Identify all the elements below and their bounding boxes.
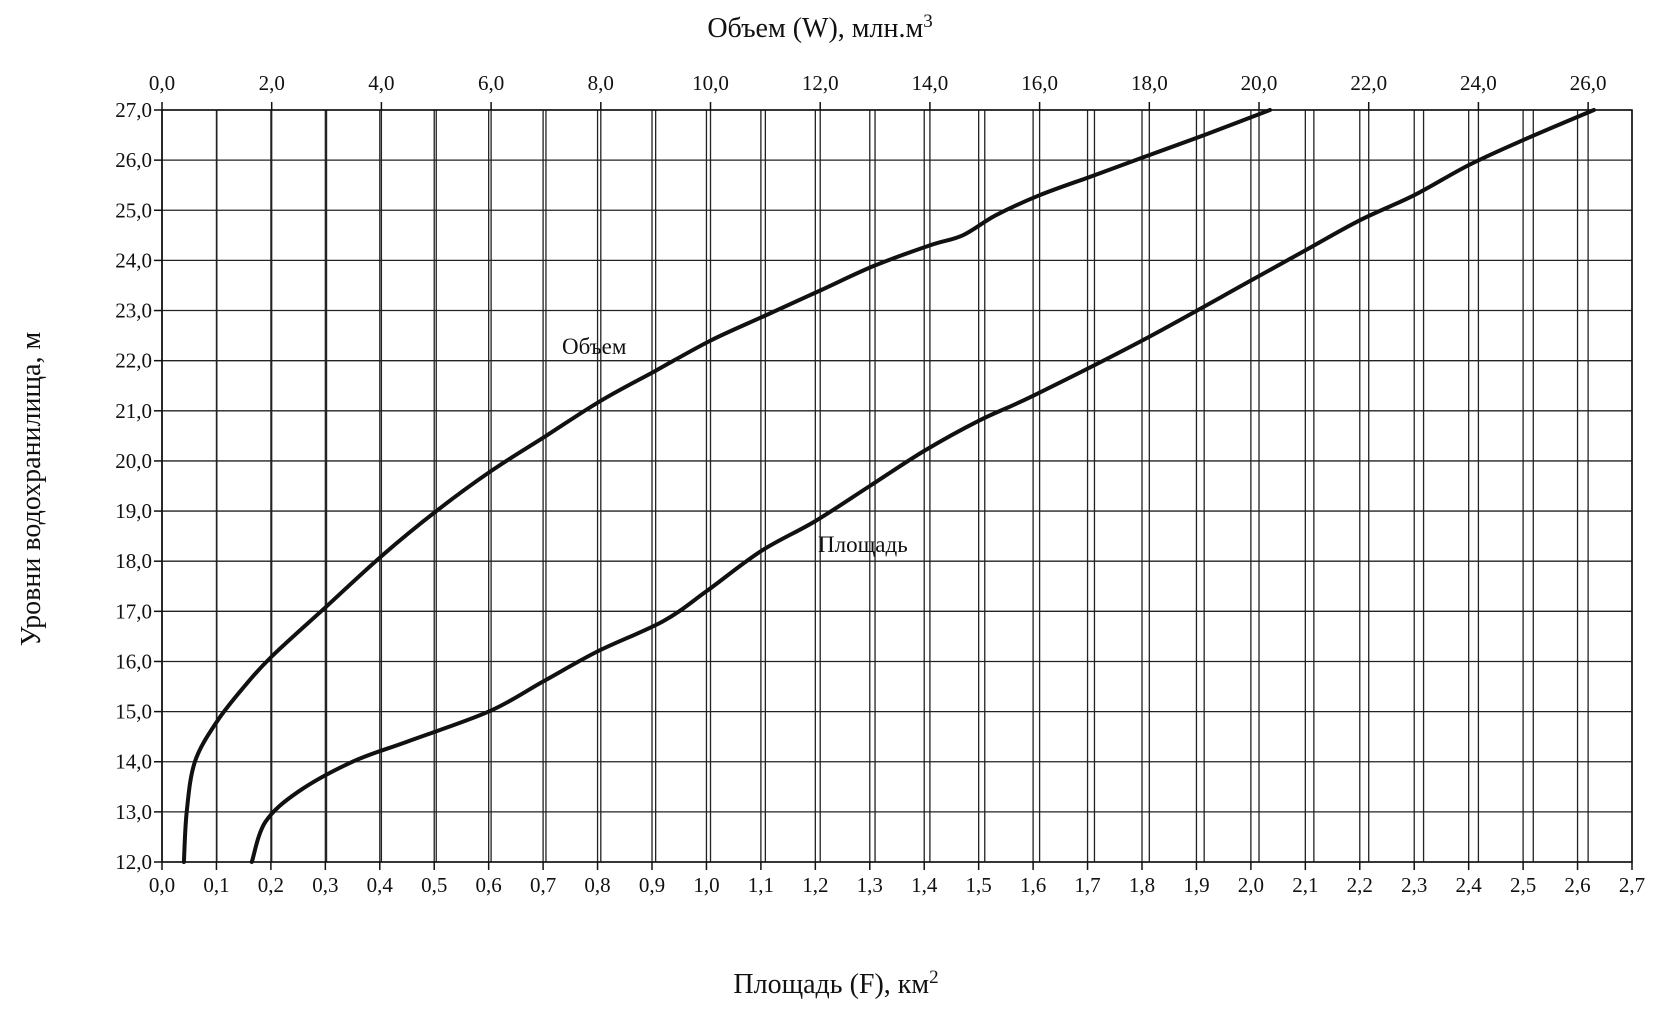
plot-frame (161, 109, 1633, 863)
left-tick-label: 13,0 (115, 800, 152, 824)
bottom-tick-label: 0,2 (258, 873, 284, 897)
bottom-tick-label: 1,1 (748, 873, 774, 897)
bottom-tick-label: 2,5 (1510, 873, 1536, 897)
bottom-axis-ticks: 0,0 0,1 0,2 0,3 0,4 0,5 0,6 0,7 0,8 0,9 1,0 1,1 1,2 1… (149, 862, 1645, 897)
left-tick-label: 27,0 (115, 98, 152, 122)
bottom-tick-label: 0,5 (421, 873, 447, 897)
bottom-tick-label: 0,9 (639, 873, 665, 897)
left-tick-label: 16,0 (115, 649, 152, 673)
area-curve (249, 108, 1596, 864)
bottom-tick-label: 1,9 (1183, 873, 1209, 897)
top-tick-label: 20,0 (1241, 71, 1278, 95)
series-label-area: Площадь (818, 532, 908, 557)
bottom-tick-label: 2,3 (1401, 873, 1427, 897)
bottom-tick-label: 1,5 (966, 873, 992, 897)
top-tick-label: 22,0 (1350, 71, 1387, 95)
left-tick-label: 14,0 (115, 750, 152, 774)
left-axis-title: Уровни водохранилища, м (16, 332, 47, 647)
bottom-tick-label: 0,0 (149, 873, 175, 897)
top-tick-label: 24,0 (1460, 71, 1497, 95)
top-tick-label: 14,0 (912, 71, 949, 95)
bottom-tick-label: 1,7 (1074, 873, 1100, 897)
bottom-tick-label: 2,2 (1347, 873, 1373, 897)
bottom-axis-title-text: Площадь (F), км (733, 969, 929, 1000)
bottom-tick-label: 2,7 (1619, 873, 1645, 897)
top-tick-label: 10,0 (692, 71, 729, 95)
top-axis-ticks: 0,0 2,0 4,0 6,0 8,0 10,0 12,0 14,0 16,0 18,0 20,0 2… (149, 71, 1607, 110)
bottom-tick-label: 0,8 (584, 873, 610, 897)
top-axis-title-sup: 3 (923, 11, 933, 32)
bottom-tick-label: 2,4 (1456, 873, 1483, 897)
bottom-tick-label: 1,2 (802, 873, 828, 897)
bottom-tick-label: 0,1 (203, 873, 229, 897)
top-tick-label: 2,0 (259, 71, 285, 95)
left-tick-label: 26,0 (115, 148, 152, 172)
volume-curve (181, 108, 1272, 864)
bottom-tick-label: 1,3 (857, 873, 883, 897)
bottom-tick-label: 0,7 (530, 873, 556, 897)
top-axis-title-text: Объем (W), млн.м (707, 13, 923, 44)
bottom-tick-label: 2,6 (1564, 873, 1590, 897)
bottom-tick-label: 0,6 (476, 873, 502, 897)
left-tick-label: 15,0 (115, 700, 152, 724)
top-tick-label: 26,0 (1570, 71, 1607, 95)
left-tick-label: 17,0 (115, 599, 152, 623)
left-tick-label: 12,0 (115, 850, 152, 874)
bottom-tick-label: 1,4 (911, 873, 938, 897)
left-tick-label: 19,0 (115, 499, 152, 523)
bottom-axis-title-sup: 2 (929, 967, 939, 988)
top-tick-label: 0,0 (149, 71, 175, 95)
bottom-tick-label: 1,8 (1129, 873, 1155, 897)
bottom-tick-label: 1,6 (1020, 873, 1046, 897)
top-tick-label: 12,0 (802, 71, 839, 95)
bottom-tick-label: 2,0 (1238, 873, 1264, 897)
top-tick-label: 6,0 (478, 71, 504, 95)
left-tick-label: 23,0 (115, 299, 152, 323)
bottom-tick-label: 2,1 (1292, 873, 1318, 897)
left-tick-label: 25,0 (115, 198, 152, 222)
top-tick-label: 4,0 (368, 71, 394, 95)
left-tick-label: 21,0 (115, 399, 152, 423)
curves (181, 108, 1596, 864)
left-tick-label: 18,0 (115, 549, 152, 573)
left-tick-label: 20,0 (115, 449, 152, 473)
left-tick-label: 24,0 (115, 248, 152, 272)
bottom-tick-label: 0,4 (367, 873, 394, 897)
left-tick-label: 22,0 (115, 349, 152, 373)
top-tick-label: 8,0 (588, 71, 614, 95)
bottom-axis-title: Площадь (F), км2 (733, 967, 938, 1000)
top-tick-label: 18,0 (1131, 71, 1168, 95)
series-label-volume: Объем (562, 334, 627, 359)
bottom-tick-label: 0,3 (312, 873, 338, 897)
bottom-tick-label: 1,0 (693, 873, 719, 897)
left-axis-ticks: 12,0 13,0 14,0 15,0 16,0 17,0 18,0 19,0 20,0 21,0… (115, 98, 162, 874)
top-axis-title: Объем (W), млн.м3 (707, 11, 932, 44)
top-tick-label: 16,0 (1021, 71, 1058, 95)
